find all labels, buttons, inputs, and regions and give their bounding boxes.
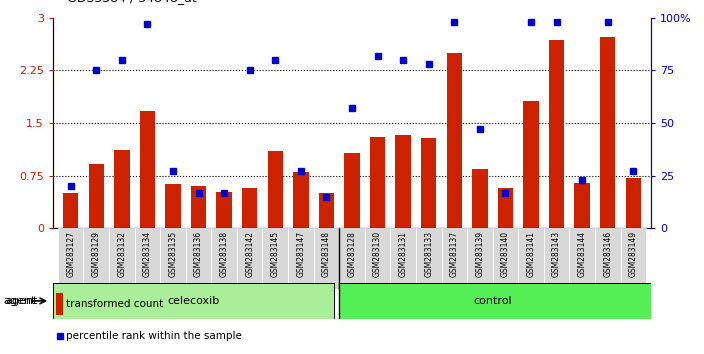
Text: percentile rank within the sample: percentile rank within the sample (66, 331, 242, 342)
Bar (53, 283, 334, 319)
Bar (549, 40, 564, 228)
Bar (365, 228, 390, 289)
Bar (543, 228, 570, 289)
Bar (570, 228, 595, 289)
Bar (161, 228, 186, 289)
Bar (319, 193, 334, 228)
Text: GSM283148: GSM283148 (322, 232, 331, 277)
Bar (63, 193, 78, 228)
Bar (344, 153, 360, 228)
Text: agent: agent (6, 296, 37, 306)
Text: GSM283138: GSM283138 (220, 232, 229, 277)
Text: GSM283129: GSM283129 (92, 232, 101, 277)
Bar (263, 228, 288, 289)
Bar (84, 228, 109, 289)
Bar (472, 169, 488, 228)
Bar (293, 172, 308, 228)
Bar (339, 283, 651, 319)
Text: GSM283147: GSM283147 (296, 232, 306, 278)
Bar (620, 228, 646, 289)
Bar (186, 228, 211, 289)
Bar (518, 228, 543, 289)
Text: GSM283136: GSM283136 (194, 232, 203, 278)
Bar (595, 228, 620, 289)
Text: GSM283140: GSM283140 (501, 232, 510, 278)
Bar (421, 138, 436, 228)
Text: GSM283146: GSM283146 (603, 232, 612, 278)
Text: GSM283137: GSM283137 (450, 232, 459, 278)
Text: GSM283135: GSM283135 (168, 232, 177, 278)
Bar (109, 228, 134, 289)
Bar (242, 188, 258, 228)
Text: GSM283144: GSM283144 (578, 232, 586, 278)
Bar (626, 178, 641, 228)
Bar (134, 228, 161, 289)
Text: GSM283132: GSM283132 (118, 232, 126, 277)
Text: celecoxib: celecoxib (168, 296, 220, 306)
Bar (600, 38, 615, 228)
Text: agent: agent (4, 296, 36, 306)
Bar (288, 228, 314, 289)
Text: GSM283133: GSM283133 (425, 232, 433, 278)
Bar (56, 293, 63, 315)
Bar (191, 186, 206, 228)
Text: GSM283149: GSM283149 (629, 232, 638, 278)
Bar (89, 164, 104, 228)
Bar (574, 183, 590, 228)
Bar (416, 228, 441, 289)
Bar (370, 137, 385, 228)
Bar (441, 228, 467, 289)
Text: GSM283145: GSM283145 (271, 232, 279, 278)
Bar (467, 228, 493, 289)
Bar (114, 150, 130, 228)
Text: GSM283139: GSM283139 (475, 232, 484, 278)
Bar (498, 188, 513, 228)
Text: GSM283127: GSM283127 (66, 232, 75, 277)
Text: GSM283134: GSM283134 (143, 232, 152, 278)
Bar (314, 228, 339, 289)
Bar (211, 228, 237, 289)
Bar (237, 228, 263, 289)
Text: GSM283128: GSM283128 (348, 232, 356, 277)
Bar (216, 192, 232, 228)
Bar (339, 228, 365, 289)
Text: GDS3384 / 34848_at: GDS3384 / 34848_at (67, 0, 196, 4)
Text: GSM283143: GSM283143 (552, 232, 561, 278)
Text: control: control (473, 296, 512, 306)
Text: GSM283142: GSM283142 (245, 232, 254, 277)
Bar (58, 228, 84, 289)
Text: transformed count: transformed count (66, 299, 164, 309)
Text: GSM283130: GSM283130 (373, 232, 382, 278)
Bar (140, 111, 155, 228)
Bar (268, 151, 283, 228)
Bar (446, 53, 462, 228)
Bar (396, 135, 411, 228)
Text: GSM283131: GSM283131 (398, 232, 408, 277)
Bar (165, 184, 181, 228)
Bar (390, 228, 416, 289)
Bar (523, 101, 539, 228)
Text: GSM283141: GSM283141 (527, 232, 536, 277)
Bar (493, 228, 518, 289)
